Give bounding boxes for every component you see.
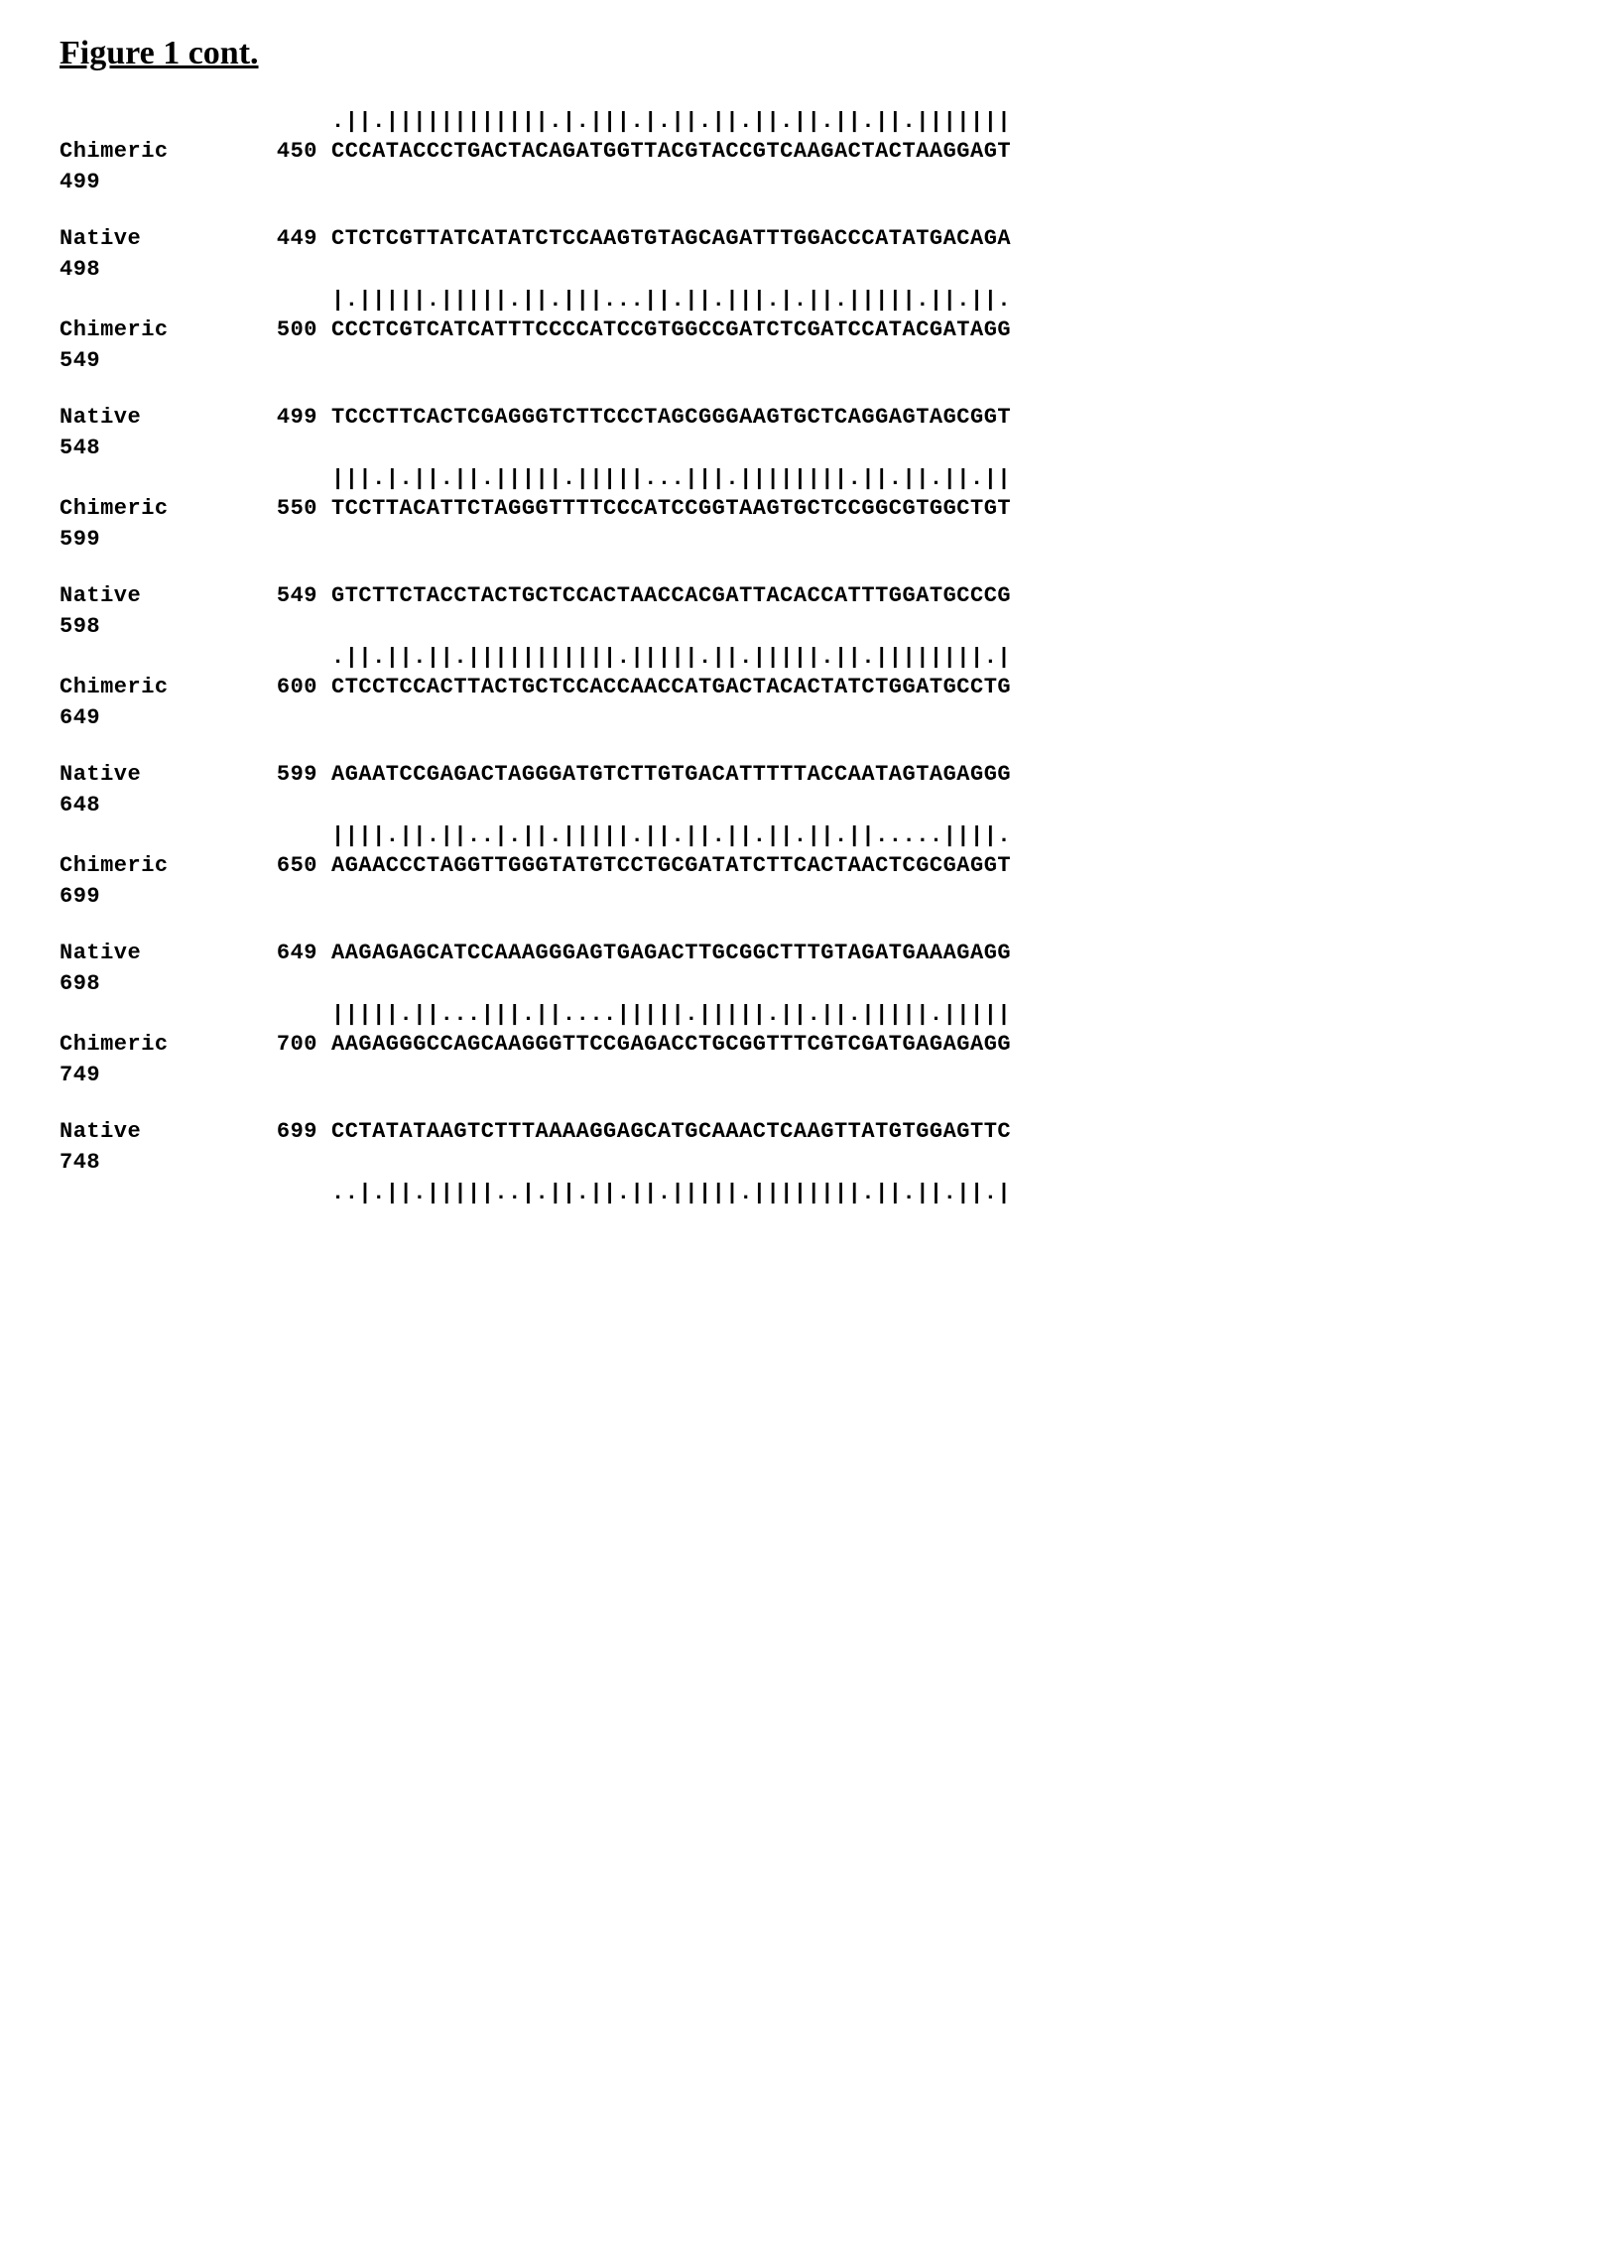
end-position: 698 [60, 969, 1564, 1000]
sequence-text: CCTATATAAGTCTTTAAAAGGAGCATGCAAACTCAAGTTA… [331, 1117, 1011, 1148]
sequence-text: CCCTCGTCATCATTTCCCCATCCGTGGCCGATCTCGATCC… [331, 315, 1011, 346]
chimeric-sequence-row: Chimeric450CCCATACCCTGACTACAGATGGTTACGTA… [60, 137, 1564, 168]
native-label: Native [60, 760, 258, 791]
chimeric-label: Chimeric [60, 851, 258, 882]
start-position: 549 [258, 581, 331, 612]
start-position: 500 [258, 315, 331, 346]
end-position: 649 [60, 703, 1564, 734]
match-line: ..|.||.|||||..|.||.||.||.|||||.||||||||.… [60, 1179, 1564, 1209]
chimeric-sequence-row: Chimeric550TCCTTACATTCTAGGGTTTTCCCATCCGG… [60, 494, 1564, 525]
match-line: .||.||||||||||||.|.|||.|.||.||.||.||.||.… [60, 107, 1564, 138]
start-position: 450 [258, 137, 331, 168]
start-position: 699 [258, 1117, 331, 1148]
match-line: ||||.||.||..|.||.|||||.||.||.||.||.||.||… [60, 821, 1564, 852]
end-position: 549 [60, 346, 1564, 377]
match-line: |||.|.||.||.|||||.|||||...|||.||||||||.|… [60, 464, 1564, 495]
chimeric-label: Chimeric [60, 137, 258, 168]
start-position: 499 [258, 403, 331, 434]
start-position: 700 [258, 1030, 331, 1061]
end-position: 498 [60, 255, 1564, 286]
native-sequence-row: Native549GTCTTCTACCTACTGCTCCACTAACCACGAT… [60, 581, 1564, 612]
start-position: 650 [258, 851, 331, 882]
end-position: 749 [60, 1061, 1564, 1091]
match-line: .||.||.||.|||||||||||.|||||.||.|||||.||.… [60, 643, 1564, 674]
native-label: Native [60, 581, 258, 612]
native-sequence-row: Native449CTCTCGTTATCATATCTCCAAGTGTAGCAGA… [60, 224, 1564, 255]
end-position: 599 [60, 525, 1564, 556]
native-sequence-row: Native699CCTATATAAGTCTTTAAAAGGAGCATGCAAA… [60, 1117, 1564, 1148]
chimeric-label: Chimeric [60, 494, 258, 525]
native-sequence-row: Native499TCCCTTCACTCGAGGGTCTTCCCTAGCGGGA… [60, 403, 1564, 434]
chimeric-sequence-row: Chimeric700AAGAGGGCCAGCAAGGGTTCCGAGACCTG… [60, 1030, 1564, 1061]
end-position: 548 [60, 434, 1564, 464]
figure-title: Figure 1 cont. [60, 30, 1564, 77]
sequence-text: GTCTTCTACCTACTGCTCCACTAACCACGATTACACCATT… [331, 581, 1011, 612]
sequence-text: AGAATCCGAGACTAGGGATGTCTTGTGACATTTTTACCAA… [331, 760, 1011, 791]
sequence-text: TCCTTACATTCTAGGGTTTTCCCATCCGGTAAGTGCTCCG… [331, 494, 1011, 525]
end-position: 699 [60, 882, 1564, 913]
sequence-text: CCCATACCCTGACTACAGATGGTTACGTACCGTCAAGACT… [331, 137, 1011, 168]
sequence-text: AAGAGGGCCAGCAAGGGTTCCGAGACCTGCGGTTTCGTCG… [331, 1030, 1011, 1061]
chimeric-sequence-row: Chimeric650AGAACCCTAGGTTGGGTATGTCCTGCGAT… [60, 851, 1564, 882]
end-position: 648 [60, 791, 1564, 821]
start-position: 449 [258, 224, 331, 255]
native-sequence-row: Native649AAGAGAGCATCCAAAGGGAGTGAGACTTGCG… [60, 939, 1564, 969]
chimeric-sequence-row: Chimeric500CCCTCGTCATCATTTCCCCATCCGTGGCC… [60, 315, 1564, 346]
native-label: Native [60, 939, 258, 969]
sequence-alignment: .||.||||||||||||.|.|||.|.||.||.||.||.||.… [60, 107, 1564, 1209]
sequence-text: CTCCTCCACTTACTGCTCCACCAACCATGACTACACTATC… [331, 673, 1011, 703]
native-label: Native [60, 1117, 258, 1148]
end-position: 598 [60, 612, 1564, 643]
chimeric-label: Chimeric [60, 1030, 258, 1061]
start-position: 649 [258, 939, 331, 969]
end-position: 748 [60, 1148, 1564, 1179]
chimeric-label: Chimeric [60, 673, 258, 703]
native-sequence-row: Native599AGAATCCGAGACTAGGGATGTCTTGTGACAT… [60, 760, 1564, 791]
chimeric-sequence-row: Chimeric600CTCCTCCACTTACTGCTCCACCAACCATG… [60, 673, 1564, 703]
end-position: 499 [60, 168, 1564, 198]
native-label: Native [60, 403, 258, 434]
match-line: |||||.||...|||.||....|||||.|||||.||.||.|… [60, 1000, 1564, 1031]
chimeric-label: Chimeric [60, 315, 258, 346]
sequence-text: CTCTCGTTATCATATCTCCAAGTGTAGCAGATTTGGACCC… [331, 224, 1011, 255]
sequence-text: TCCCTTCACTCGAGGGTCTTCCCTAGCGGGAAGTGCTCAG… [331, 403, 1011, 434]
sequence-text: AAGAGAGCATCCAAAGGGAGTGAGACTTGCGGCTTTGTAG… [331, 939, 1011, 969]
start-position: 550 [258, 494, 331, 525]
start-position: 600 [258, 673, 331, 703]
match-line: |.|||||.|||||.||.|||...||.||.|||.|.||.||… [60, 286, 1564, 316]
native-label: Native [60, 224, 258, 255]
start-position: 599 [258, 760, 331, 791]
sequence-text: AGAACCCTAGGTTGGGTATGTCCTGCGATATCTTCACTAA… [331, 851, 1011, 882]
